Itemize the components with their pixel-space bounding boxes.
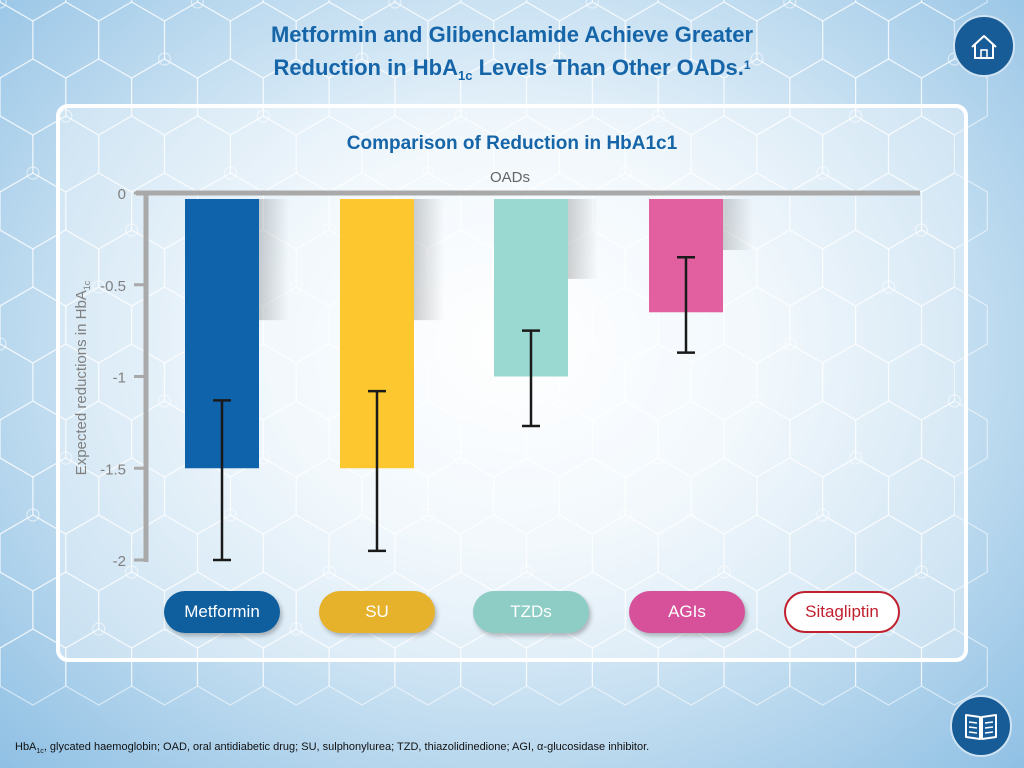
y-tick-label: -1.5 [100,461,126,478]
y-tick-label: 0 [118,186,126,203]
y-tick-label: -0.5 [100,278,126,295]
bar-shadow [414,199,444,321]
title-line-2: Reduction in HbA1c Levels Than Other OAD… [273,55,751,83]
y-tick-label: -1 [113,370,126,387]
y-tick-label: -2 [113,553,126,570]
x-axis-label: OADs [490,169,530,186]
home-icon [971,35,997,59]
legend-button-tzds[interactable]: TZDs [473,591,589,633]
bar-shadow [259,199,289,321]
footnote: HbA1c, glycated haemoglobin; OAD, oral a… [15,741,650,756]
bar-shadow [723,199,753,250]
legend-button-agis[interactable]: AGIs [629,591,745,633]
legend-button-metformin[interactable]: Metformin [164,591,280,633]
references-button[interactable] [950,695,1012,757]
chart-title: Comparison of Reduction in HbA1c1 [347,133,678,154]
book-icon [965,714,997,740]
legend-button-sitagliptin[interactable]: Sitagliptin [784,591,900,633]
page-title: Metformin and Glibenclamide Achieve Grea… [120,20,904,91]
y-axis-label: Expected reductions in HbA1c [73,280,92,475]
title-line-1: Metformin and Glibenclamide Achieve Grea… [270,22,754,47]
bar-shadow [568,199,598,279]
home-button[interactable] [953,15,1015,77]
legend-button-su[interactable]: SU [319,591,435,633]
